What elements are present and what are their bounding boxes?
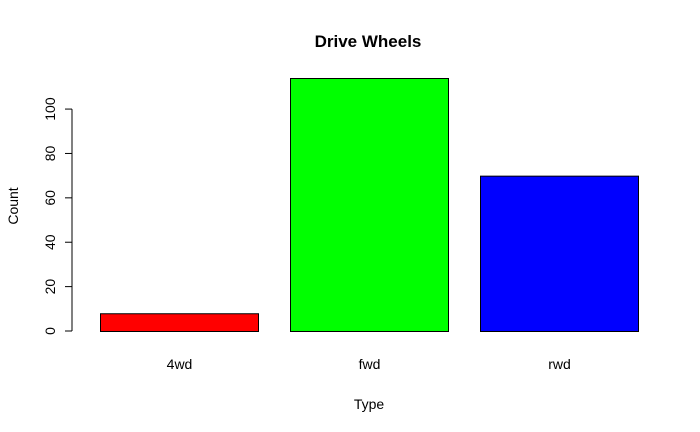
chart-title: Drive Wheels xyxy=(315,32,422,51)
x-category-label-4wd: 4wd xyxy=(167,356,193,372)
bar-fwd xyxy=(290,78,449,332)
y-tick-label: 40 xyxy=(42,234,58,250)
y-tick-label: 60 xyxy=(42,190,58,206)
y-axis: 0 20 40 60 80 100 xyxy=(42,97,73,335)
x-axis-label: Type xyxy=(354,396,385,412)
x-category-label-fwd: fwd xyxy=(359,356,381,372)
bars-group xyxy=(100,78,639,332)
y-axis-label: Count xyxy=(5,187,21,224)
bar-4wd xyxy=(100,313,259,332)
y-tick-label: 80 xyxy=(42,145,58,161)
y-tick-label: 0 xyxy=(42,327,58,335)
y-tick-label: 20 xyxy=(42,279,58,295)
category-labels: 4wd fwd rwd xyxy=(167,356,571,372)
bar-rwd xyxy=(480,175,639,332)
y-tick-label: 100 xyxy=(42,97,58,121)
x-category-label-rwd: rwd xyxy=(548,356,571,372)
